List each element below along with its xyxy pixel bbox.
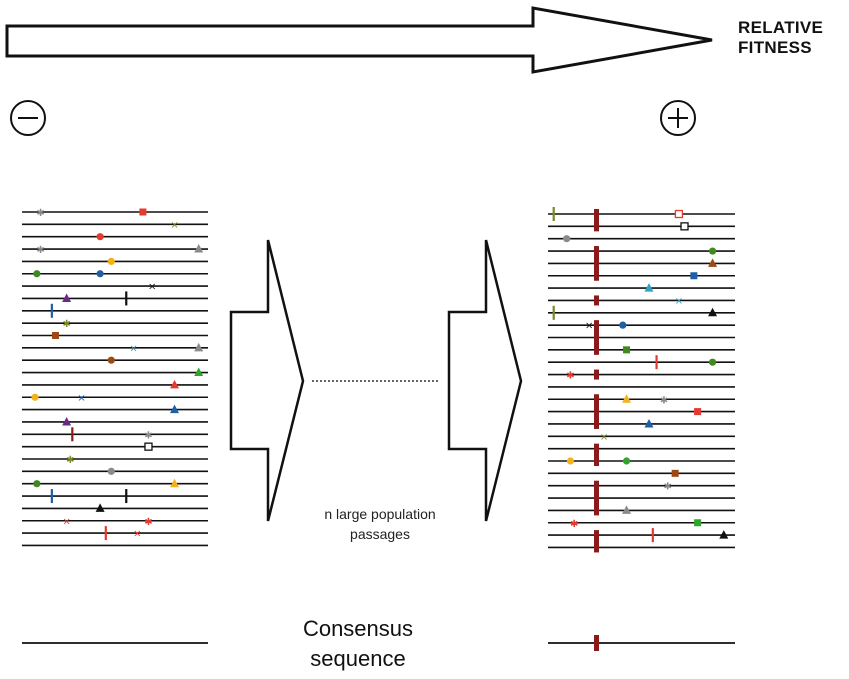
- circle-mutation-mark: [708, 247, 717, 255]
- dominant-mutation-mark: [594, 320, 599, 355]
- dominant-mutation-mark: [594, 209, 599, 232]
- x-mutation-mark: ×: [148, 282, 156, 293]
- x-mutation-mark: ×: [170, 220, 178, 231]
- circle-mutation-mark: [708, 358, 717, 366]
- circle-mutation-mark: [33, 270, 41, 278]
- plus-sign-icon: [660, 100, 696, 136]
- initial-population: ✱×✱×✱××✱✱× ✱×: [22, 208, 208, 547]
- star-mutation-mark: ✱: [36, 245, 44, 256]
- circle-mutation-mark: [107, 257, 115, 265]
- dominant-mutation-mark: [594, 394, 599, 429]
- open-square-mutation-mark: [144, 442, 153, 451]
- dominant-mutation-mark: [594, 480, 599, 516]
- bar-mutation-mark: [651, 528, 654, 543]
- square-mutation-mark: [671, 469, 679, 477]
- x-mutation-mark: ×: [129, 343, 137, 354]
- bar-mutation-mark: [71, 427, 74, 442]
- dominant-mutation-mark: [594, 246, 599, 281]
- axis-label: RELATIVE FITNESS: [738, 18, 823, 58]
- square-mutation-mark: [690, 272, 698, 280]
- triangle-mutation-mark: [194, 244, 204, 253]
- passage-label-line2: passages: [350, 526, 410, 542]
- bar-mutation-mark: [50, 303, 53, 318]
- star-mutation-mark: ✱: [663, 482, 671, 493]
- circle-mutation-mark: [31, 393, 39, 401]
- bar-mutation-mark: [104, 526, 107, 541]
- x-mutation-mark: ×: [77, 393, 85, 404]
- star-mutation-mark: ✱: [566, 371, 574, 382]
- bar-mutation-mark: [125, 291, 128, 306]
- star-mutation-mark: ✱: [144, 430, 152, 441]
- consensus-label: Consensus sequence: [258, 614, 458, 674]
- star-mutation-mark: ✱: [660, 395, 668, 406]
- fitness-arrow: [5, 6, 713, 74]
- star-mutation-mark: ✱: [66, 455, 74, 466]
- square-mutation-mark: [139, 208, 147, 216]
- star-mutation-mark: ✱: [36, 208, 44, 219]
- x-mutation-mark: ×: [675, 296, 683, 307]
- triangle-mutation-mark: [95, 503, 105, 512]
- star-mutation-mark: ✱: [62, 319, 70, 330]
- triangle-mutation-mark: [622, 505, 632, 514]
- bar-mutation-mark: [125, 489, 128, 504]
- consensus-label-line2: sequence: [310, 646, 406, 671]
- triangle-mutation-mark: [194, 342, 204, 352]
- triangle-mutation-mark: [644, 418, 654, 428]
- passage-label-line1: n large population: [324, 506, 436, 522]
- triangle-mutation-mark: [62, 293, 72, 302]
- dominant-mutation-mark: [594, 530, 599, 553]
- triangle-mutation-mark: [170, 379, 180, 389]
- passage-label: n large population passages: [290, 504, 470, 544]
- triangle-mutation-mark: [708, 307, 718, 317]
- circle-mutation-mark: [619, 321, 627, 329]
- triangle-mutation-mark: [62, 416, 72, 426]
- circle-mutation-mark: [107, 356, 115, 364]
- passage-arrow-right: [447, 239, 523, 522]
- triangle-mutation-mark: [708, 258, 718, 267]
- evolved-population: × × ✱ ✱ × ✱ ✱: [548, 207, 735, 553]
- x-mutation-mark: ×: [585, 321, 593, 332]
- bar-mutation-mark: [655, 355, 658, 370]
- bar-mutation-mark: [552, 207, 555, 221]
- x-mutation-mark: ×: [133, 529, 141, 540]
- triangle-mutation-mark: [170, 478, 180, 488]
- square-mutation-mark: [694, 519, 702, 527]
- circle-mutation-mark: [622, 457, 631, 465]
- triangle-mutation-mark: [194, 367, 204, 377]
- axis-label-line1: RELATIVE: [738, 18, 824, 37]
- circle-mutation-mark: [563, 235, 571, 243]
- square-mutation-mark: [694, 408, 702, 416]
- bar-mutation-mark: [552, 305, 555, 320]
- circle-mutation-mark: [107, 467, 115, 475]
- dominant-mutation-mark: [594, 443, 599, 466]
- consensus-mutation-mark: [594, 635, 599, 651]
- x-mutation-mark: ×: [600, 432, 608, 443]
- triangle-mutation-mark: [622, 394, 632, 403]
- passage-arrow-left: [229, 239, 305, 522]
- consensus-label-line1: Consensus: [302, 616, 414, 641]
- bar-mutation-mark: [50, 489, 53, 504]
- circle-mutation-mark: [33, 480, 41, 488]
- circle-mutation-mark: [96, 270, 104, 278]
- star-mutation-mark: ✱: [144, 517, 152, 528]
- minus-sign-icon: [10, 100, 46, 136]
- axis-label-line2: FITNESS: [738, 38, 812, 57]
- triangle-mutation-mark: [719, 530, 729, 539]
- open-square-mutation-mark: [674, 209, 684, 219]
- x-mutation-mark: ×: [62, 516, 70, 527]
- circle-mutation-mark: [566, 457, 575, 465]
- triangle-mutation-mark: [644, 283, 654, 292]
- dominant-mutation-mark: [594, 295, 599, 306]
- star-mutation-mark: ✱: [570, 519, 578, 530]
- open-square-mutation-mark: [680, 222, 689, 231]
- dominant-mutation-mark: [594, 369, 599, 380]
- circle-mutation-mark: [96, 233, 104, 241]
- square-mutation-mark: [51, 332, 59, 339]
- triangle-mutation-mark: [170, 404, 180, 414]
- square-mutation-mark: [623, 346, 631, 354]
